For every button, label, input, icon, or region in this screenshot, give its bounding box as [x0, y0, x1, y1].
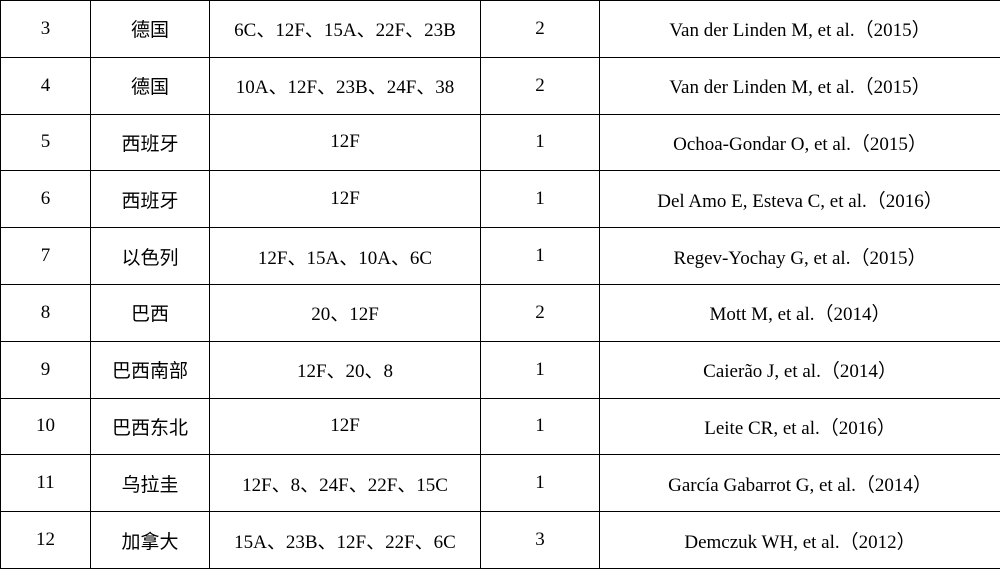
- cell-types: 12F、15A、10A、6C: [210, 228, 481, 285]
- cell-types: 10A、12F、23B、24F、38: [210, 57, 481, 114]
- cell-cnt: 2: [481, 1, 600, 58]
- cell-cnt: 1: [481, 228, 600, 285]
- table-row: 7 以色列 12F、15A、10A、6C 1 Regev-Yochay G, e…: [1, 228, 1000, 285]
- cell-ctry: 德国: [91, 1, 210, 58]
- cell-num: 12: [1, 512, 91, 569]
- cell-cnt: 1: [481, 455, 600, 512]
- cell-cnt: 1: [481, 341, 600, 398]
- cell-num: 3: [1, 1, 91, 58]
- cell-ref: Demczuk WH, et al.（2012）: [600, 512, 1000, 569]
- table-row: 9 巴西南部 12F、20、8 1 Caierão J, et al.（2014…: [1, 341, 1000, 398]
- cell-ref: Del Amo E, Esteva C, et al.（2016）: [600, 171, 1000, 228]
- cell-ref: Ochoa-Gondar O, et al.（2015）: [600, 114, 1000, 171]
- cell-ctry: 加拿大: [91, 512, 210, 569]
- table-row: 5 西班牙 12F 1 Ochoa-Gondar O, et al.（2015）: [1, 114, 1000, 171]
- cell-ref: Leite CR, et al.（2016）: [600, 398, 1000, 455]
- table-body: 3 德国 6C、12F、15A、22F、23B 2 Van der Linden…: [1, 1, 1000, 569]
- table-row: 6 西班牙 12F 1 Del Amo E, Esteva C, et al.（…: [1, 171, 1000, 228]
- cell-cnt: 1: [481, 398, 600, 455]
- cell-cnt: 2: [481, 57, 600, 114]
- cell-ctry: 巴西: [91, 284, 210, 341]
- cell-num: 8: [1, 284, 91, 341]
- table-row: 4 德国 10A、12F、23B、24F、38 2 Van der Linden…: [1, 57, 1000, 114]
- cell-types: 15A、23B、12F、22F、6C: [210, 512, 481, 569]
- cell-num: 10: [1, 398, 91, 455]
- cell-ref: Regev-Yochay G, et al.（2015）: [600, 228, 1000, 285]
- table-row: 3 德国 6C、12F、15A、22F、23B 2 Van der Linden…: [1, 1, 1000, 58]
- cell-ctry: 巴西南部: [91, 341, 210, 398]
- cell-ctry: 乌拉圭: [91, 455, 210, 512]
- cell-ref: García Gabarrot G, et al.（2014）: [600, 455, 1000, 512]
- cell-ref: Mott M, et al.（2014）: [600, 284, 1000, 341]
- table-row: 12 加拿大 15A、23B、12F、22F、6C 3 Demczuk WH, …: [1, 512, 1000, 569]
- cell-types: 12F、8、24F、22F、15C: [210, 455, 481, 512]
- cell-types: 20、12F: [210, 284, 481, 341]
- cell-ctry: 巴西东北: [91, 398, 210, 455]
- cell-cnt: 2: [481, 284, 600, 341]
- cell-cnt: 1: [481, 114, 600, 171]
- cell-ref: Van der Linden M, et al.（2015）: [600, 1, 1000, 58]
- cell-types: 6C、12F、15A、22F、23B: [210, 1, 481, 58]
- cell-cnt: 1: [481, 171, 600, 228]
- cell-num: 6: [1, 171, 91, 228]
- data-table: 3 德国 6C、12F、15A、22F、23B 2 Van der Linden…: [0, 0, 1000, 569]
- cell-ctry: 西班牙: [91, 171, 210, 228]
- cell-ctry: 以色列: [91, 228, 210, 285]
- table-row: 8 巴西 20、12F 2 Mott M, et al.（2014）: [1, 284, 1000, 341]
- cell-types: 12F: [210, 114, 481, 171]
- cell-num: 11: [1, 455, 91, 512]
- cell-cnt: 3: [481, 512, 600, 569]
- cell-types: 12F: [210, 171, 481, 228]
- cell-ctry: 西班牙: [91, 114, 210, 171]
- cell-num: 9: [1, 341, 91, 398]
- cell-types: 12F、20、8: [210, 341, 481, 398]
- cell-types: 12F: [210, 398, 481, 455]
- table-row: 10 巴西东北 12F 1 Leite CR, et al.（2016）: [1, 398, 1000, 455]
- table-row: 11 乌拉圭 12F、8、24F、22F、15C 1 García Gabarr…: [1, 455, 1000, 512]
- cell-num: 4: [1, 57, 91, 114]
- cell-ref: Caierão J, et al.（2014）: [600, 341, 1000, 398]
- cell-num: 7: [1, 228, 91, 285]
- cell-ref: Van der Linden M, et al.（2015）: [600, 57, 1000, 114]
- cell-num: 5: [1, 114, 91, 171]
- cell-ctry: 德国: [91, 57, 210, 114]
